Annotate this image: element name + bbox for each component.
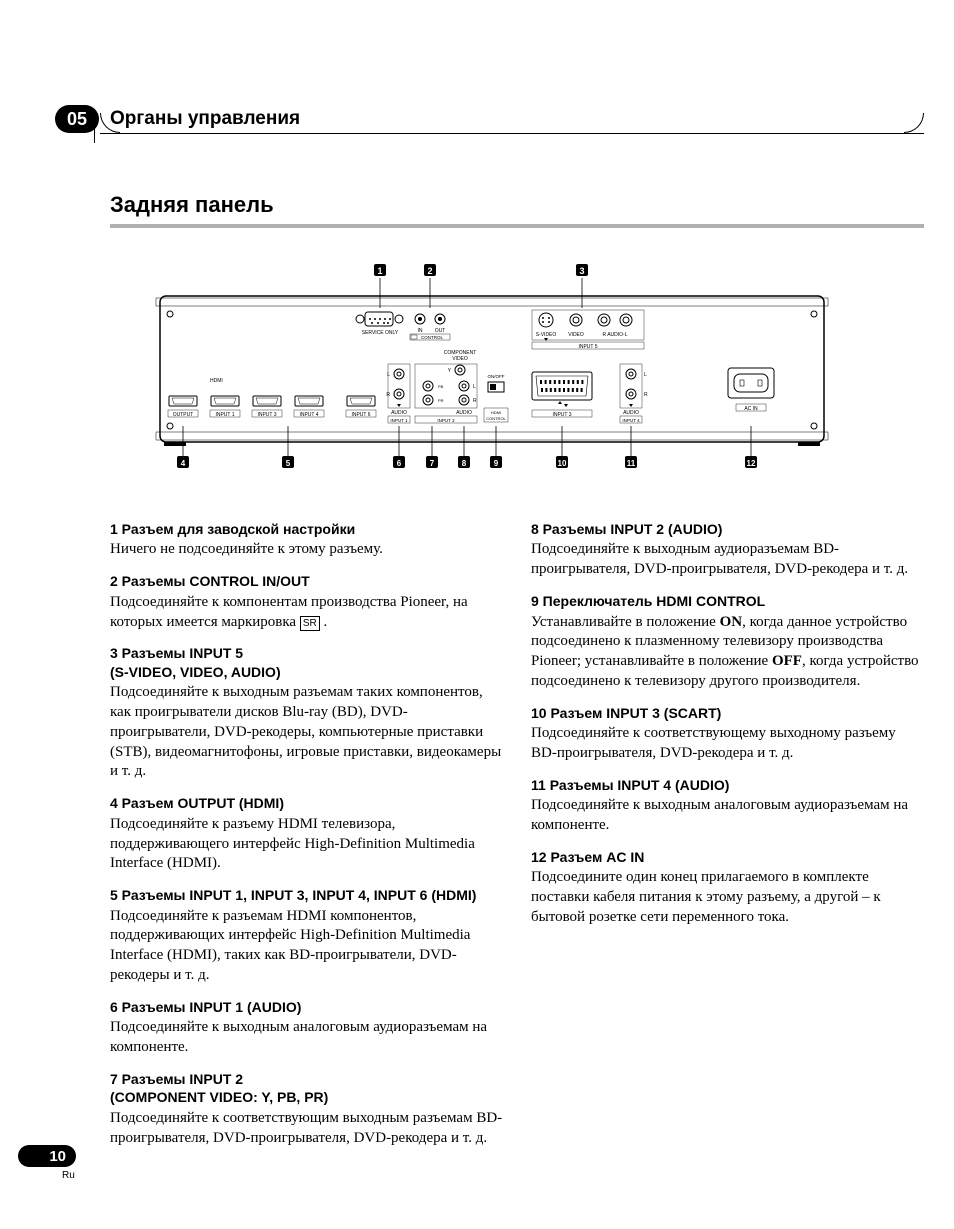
desc-item-body: Подсоединяйте к соответствующему выходно… (531, 724, 924, 764)
svg-text:PR: PR (438, 398, 444, 403)
svg-text:S-VIDEO: S-VIDEO (536, 332, 557, 338)
svg-text:Y: Y (448, 368, 452, 374)
svg-text:6: 6 (397, 459, 402, 468)
svg-text:AUDIO: AUDIO (391, 410, 407, 416)
svg-text:INPUT 4: INPUT 4 (622, 418, 640, 423)
desc-item: 2 Разъемы CONTROL IN/OUT Подсоединяйте к … (110, 572, 503, 632)
desc-item-body: Подсоединяйте к выходным аналоговым ауди… (531, 796, 924, 836)
svg-text:HDMI: HDMI (210, 378, 223, 384)
svg-text:INPUT 4: INPUT 4 (299, 412, 318, 418)
svg-text:L: L (473, 384, 476, 390)
desc-item: 4 Разъем OUTPUT (HDMI) Подсоединяйте к ра… (110, 794, 503, 874)
svg-text:L: L (644, 372, 647, 378)
desc-item-heading: 2 Разъемы CONTROL IN/OUT (110, 572, 503, 590)
svg-text:R: R (644, 392, 648, 398)
svg-text:AUDIO: AUDIO (456, 410, 472, 416)
header-rule (100, 133, 924, 134)
svg-text:HDMI: HDMI (491, 410, 501, 415)
svg-text:1: 1 (377, 266, 382, 276)
svg-text:AC IN: AC IN (744, 406, 758, 412)
language-code: Ru (62, 1170, 75, 1181)
svg-text:VIDEO: VIDEO (568, 332, 584, 338)
svg-text:INPUT 3: INPUT 3 (552, 412, 571, 418)
svg-text:R AUDIO-L: R AUDIO-L (602, 332, 627, 338)
desc-item: 3 Разъемы INPUT 5(S-VIDEO, VIDEO, AUDIO)… (110, 644, 503, 782)
svg-text:9: 9 (494, 459, 499, 468)
desc-item: 1 Разъем для заводской настройки Ничего н… (110, 520, 503, 560)
desc-item: 7 Разъемы INPUT 2(COMPONENT VIDEO: Y, PB… (110, 1070, 503, 1149)
svg-text:L: L (387, 372, 390, 378)
svg-text:12: 12 (747, 459, 756, 468)
desc-item-body: Устанавливайте в положение ON, когда дан… (531, 613, 924, 692)
desc-item-body: Подсоединяйте к выходным разъемам таких … (110, 683, 503, 782)
desc-item: 10 Разъем INPUT 3 (SCART) Подсоединяйте к… (531, 704, 924, 764)
desc-item-heading: 9 Переключатель HDMI CONTROL (531, 592, 924, 610)
section-title: Задняя панель (110, 192, 274, 218)
desc-item-subheading: (COMPONENT VIDEO: Y, PB, PR) (110, 1088, 503, 1106)
desc-item-body: Подсоединяйте к соответствующим выходным… (110, 1109, 503, 1149)
svg-text:2: 2 (427, 266, 432, 276)
page-number: 10 (18, 1145, 76, 1167)
desc-item-heading: 1 Разъем для заводской настройки (110, 520, 503, 538)
desc-item: 6 Разъемы INPUT 1 (AUDIO) Подсоединяйте к… (110, 998, 503, 1058)
svg-text:INPUT 1: INPUT 1 (390, 418, 408, 423)
svg-text:OUTPUT: OUTPUT (173, 412, 194, 418)
desc-item-body: Подсоединяйте к разъему HDMI телевизора,… (110, 815, 503, 874)
rear-panel-diagram: 123 SERVICE ONLY IN OUT (150, 256, 834, 476)
desc-item-body: Подсоединяйте к разъемам HDMI компоненто… (110, 907, 503, 986)
desc-item: 11 Разъемы INPUT 4 (AUDIO) Подсоединяйте … (531, 776, 924, 836)
desc-item-heading: 6 Разъемы INPUT 1 (AUDIO) (110, 998, 503, 1016)
desc-item-heading: 10 Разъем INPUT 3 (SCART) (531, 704, 924, 722)
desc-item-body: Подсоедините один конец прилагаемого в к… (531, 868, 924, 927)
svg-text:3: 3 (579, 266, 584, 276)
svg-text:IN: IN (418, 328, 423, 334)
svg-text:8: 8 (462, 459, 467, 468)
desc-item-heading: 12 Разъем AC IN (531, 848, 924, 866)
section-underline (110, 224, 924, 228)
svg-text:CONTROL: CONTROL (486, 416, 506, 421)
chapter-title: Органы управления (110, 108, 300, 130)
svg-text:5: 5 (286, 459, 291, 468)
desc-item-heading: 7 Разъемы INPUT 2 (110, 1070, 503, 1088)
chapter-number-pill: 05 (55, 105, 99, 133)
svg-text:INPUT 1: INPUT 1 (215, 412, 234, 418)
desc-item-heading: 4 Разъем OUTPUT (HDMI) (110, 794, 503, 812)
desc-item-body: Подсоединяйте к выходным аналоговым ауди… (110, 1018, 503, 1058)
svg-text:R: R (386, 392, 390, 398)
svg-text:VIDEO: VIDEO (452, 356, 468, 362)
header-rule-arc (100, 113, 120, 133)
svg-text:11: 11 (627, 459, 636, 468)
svg-text:INPUT 3: INPUT 3 (257, 412, 276, 418)
desc-item-subheading: (S-VIDEO, VIDEO, AUDIO) (110, 663, 503, 681)
desc-item-body: Подсоединяйте к компонентам производства… (110, 593, 503, 633)
desc-item-heading: 5 Разъемы INPUT 1, INPUT 3, INPUT 4, INP… (110, 886, 503, 904)
desc-item: 5 Разъемы INPUT 1, INPUT 3, INPUT 4, INP… (110, 886, 503, 986)
desc-item: 9 Переключатель HDMI CONTROL Устанавливай… (531, 592, 924, 692)
svg-text:7: 7 (430, 459, 435, 468)
svg-text:CONTROL: CONTROL (421, 335, 443, 340)
right-column: 8 Разъемы INPUT 2 (AUDIO) Подсоединяйте к… (531, 520, 924, 1160)
svg-text:INPUT 6: INPUT 6 (351, 412, 370, 418)
desc-item-heading: 11 Разъемы INPUT 4 (AUDIO) (531, 776, 924, 794)
svg-text:10: 10 (558, 459, 567, 468)
svg-text:4: 4 (181, 459, 186, 468)
header-rule-arc (904, 113, 924, 133)
desc-item: 12 Разъем AC IN Подсоедините один конец п… (531, 848, 924, 928)
svg-text:AUDIO: AUDIO (623, 410, 639, 416)
svg-text:INPUT 2: INPUT 2 (437, 418, 455, 423)
svg-text:ON/OFF: ON/OFF (488, 374, 505, 379)
desc-item-heading: 3 Разъемы INPUT 5 (110, 644, 503, 662)
svg-text:PB: PB (438, 384, 444, 389)
desc-item: 8 Разъемы INPUT 2 (AUDIO) Подсоединяйте к… (531, 520, 924, 580)
svg-text:R: R (473, 398, 477, 404)
desc-item-body: Подсоединяйте к выходным аудиоразъемам B… (531, 540, 924, 580)
svg-text:OUT: OUT (435, 328, 446, 334)
svg-text:SERVICE ONLY: SERVICE ONLY (362, 330, 399, 336)
desc-item-heading: 8 Разъемы INPUT 2 (AUDIO) (531, 520, 924, 538)
desc-item-body: Ничего не подсоединяйте к этому разъему. (110, 540, 503, 560)
left-column: 1 Разъем для заводской настройки Ничего н… (110, 520, 503, 1160)
svg-text:INPUT 5: INPUT 5 (578, 344, 597, 350)
sr-marking-icon: SR (300, 616, 320, 631)
